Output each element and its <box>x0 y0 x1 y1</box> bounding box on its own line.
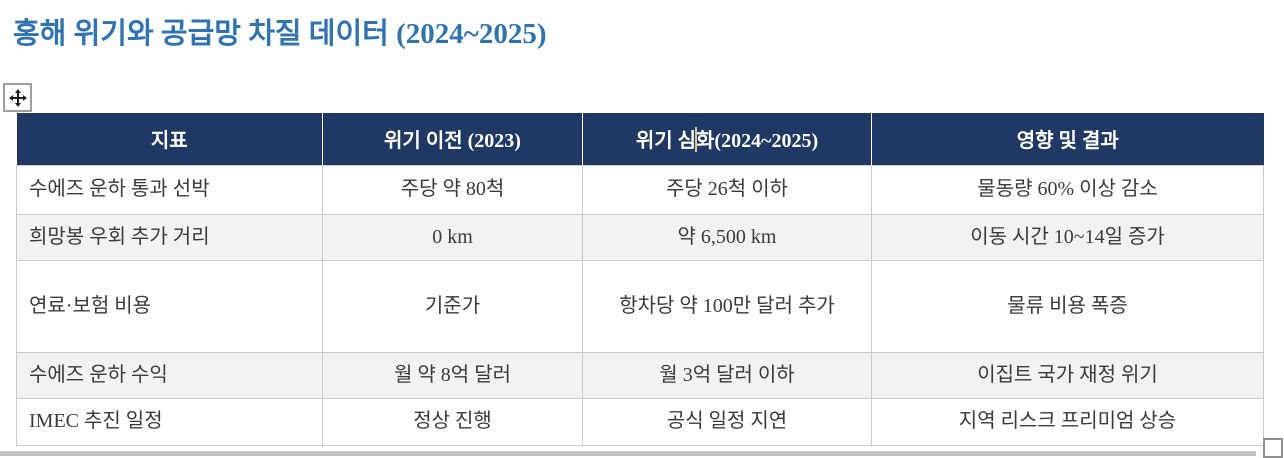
column-header-before-crisis[interactable]: 위기 이전 (2023) <box>322 113 583 165</box>
table-resize-handle[interactable] <box>1263 438 1283 458</box>
table-cell[interactable]: 물동량 60% 이상 감소 <box>871 164 1264 215</box>
table-row: 수에즈 운하 통과 선박 주당 약 80척 주당 26척 이하 물동량 60% … <box>16 164 1264 215</box>
table-cell[interactable]: 정상 진행 <box>322 397 583 446</box>
table-cell[interactable]: 이동 시간 10~14일 증가 <box>871 213 1264 261</box>
text-caret <box>695 127 698 152</box>
table-cell[interactable]: 약 6,500 km <box>582 213 872 261</box>
table-row: 수에즈 운하 수익 월 약 8억 달러 월 3억 달러 이하 이집트 국가 재정… <box>16 351 1264 399</box>
table-cell[interactable]: 공식 일정 지연 <box>582 397 872 446</box>
table-cell[interactable]: 월 약 8억 달러 <box>322 351 583 399</box>
table-cell[interactable]: 지역 리스크 프리미엄 상승 <box>871 397 1264 446</box>
row-label-cell[interactable]: 수에즈 운하 수익 <box>16 351 323 399</box>
column-header-indicator[interactable]: 지표 <box>16 113 323 165</box>
supply-chain-table: 지표 위기 이전 (2023) 위기 심화(2024~2025) 영향 및 결과… <box>16 113 1264 446</box>
table-cell[interactable]: 0 km <box>322 213 583 261</box>
row-label-cell[interactable]: 수에즈 운하 통과 선박 <box>16 164 323 215</box>
table-cell[interactable]: 주당 26척 이하 <box>582 164 872 215</box>
column-header-impact[interactable]: 영향 및 결과 <box>871 113 1264 165</box>
column-header-label: 지표 <box>150 130 188 153</box>
table-cell[interactable]: 월 3억 달러 이하 <box>582 351 872 399</box>
table-cell[interactable]: 물류 비용 폭증 <box>871 259 1264 353</box>
table-move-handle[interactable] <box>3 83 32 112</box>
column-header-label: 영향 및 결과 <box>1016 130 1119 153</box>
page-title[interactable]: 홍해 위기와 공급망 차질 데이터 (2024~2025) <box>13 18 547 50</box>
table-cell[interactable]: 기준가 <box>322 259 583 353</box>
table-row: IMEC 추진 일정 정상 진행 공식 일정 지연 지역 리스크 프리미엄 상승 <box>16 397 1264 446</box>
column-header-label: 위기 심화(2024~2025) <box>635 130 819 153</box>
column-header-crisis-peak[interactable]: 위기 심화(2024~2025) <box>582 113 872 165</box>
table-row: 연료·보험 비용 기준가 항차당 약 100만 달러 추가 물류 비용 폭증 <box>16 259 1264 353</box>
row-label-cell[interactable]: 희망봉 우회 추가 거리 <box>16 213 323 261</box>
page-bottom-edge <box>0 451 1256 456</box>
table-header-row: 지표 위기 이전 (2023) 위기 심화(2024~2025) 영향 및 결과 <box>16 113 1264 165</box>
column-header-label: 위기 이전 (2023) <box>384 130 521 153</box>
move-arrows-icon <box>8 88 27 107</box>
row-label-cell[interactable]: 연료·보험 비용 <box>16 259 323 353</box>
table-cell[interactable]: 이집트 국가 재정 위기 <box>871 351 1264 399</box>
table-row: 희망봉 우회 추가 거리 0 km 약 6,500 km 이동 시간 10~14… <box>16 213 1264 261</box>
row-label-cell[interactable]: IMEC 추진 일정 <box>16 397 323 446</box>
table-cell[interactable]: 항차당 약 100만 달러 추가 <box>582 259 872 353</box>
table-cell[interactable]: 주당 약 80척 <box>322 164 583 215</box>
